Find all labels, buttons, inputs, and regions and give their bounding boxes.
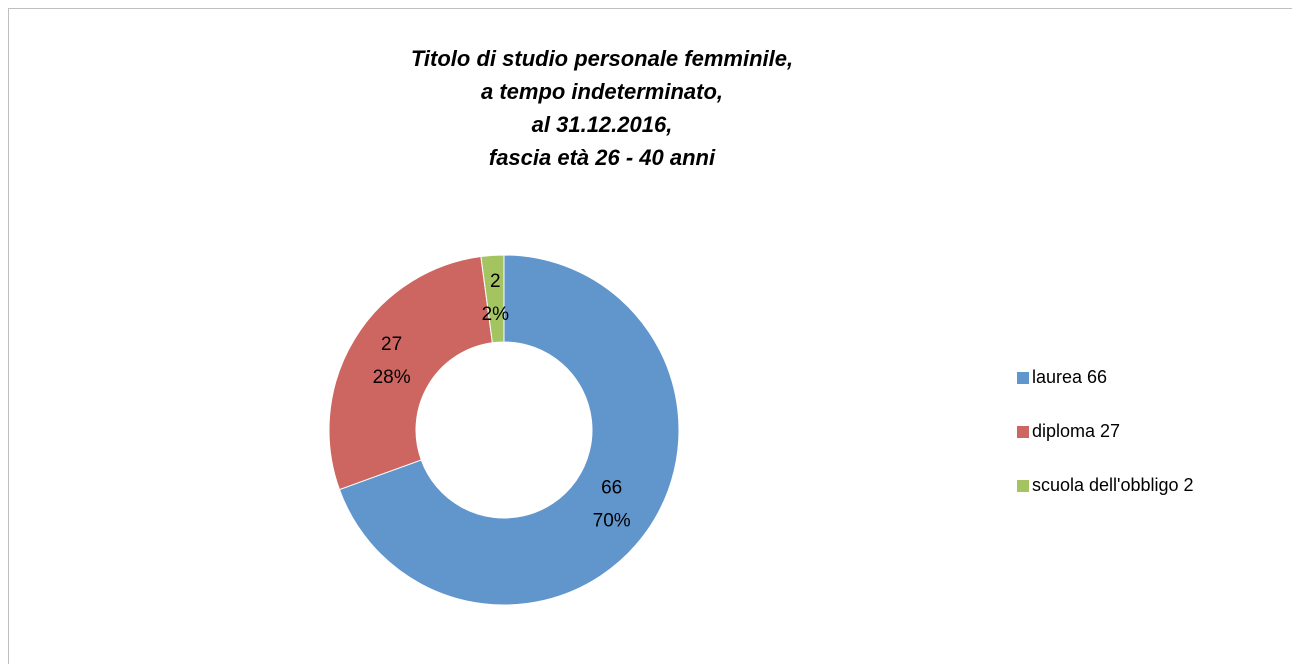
chart-title: al 31.12.2016, [532,112,673,137]
data-label: 2% [482,304,510,325]
donut-slice [338,254,680,606]
legend-label: scuola dell'obbligo 2 [1032,475,1194,495]
chart-title: Titolo di studio personale femminile, [411,46,793,71]
chart-title: a tempo indeterminato, [481,79,723,104]
legend-swatch [1017,372,1029,384]
chart-frame [8,8,1292,664]
donut-slice [480,254,505,344]
legend-swatch [1017,426,1029,438]
data-label: 28% [373,367,411,388]
legend-label: diploma 27 [1032,421,1120,441]
data-label: 70% [593,511,631,532]
legend-swatch [1017,480,1029,492]
data-label: 27 [381,334,402,355]
data-label: 66 [601,478,622,499]
donut-slice [328,255,493,491]
chart-title: fascia età 26 - 40 anni [489,145,716,170]
data-label: 2 [490,271,501,292]
legend-label: laurea 66 [1032,367,1107,387]
